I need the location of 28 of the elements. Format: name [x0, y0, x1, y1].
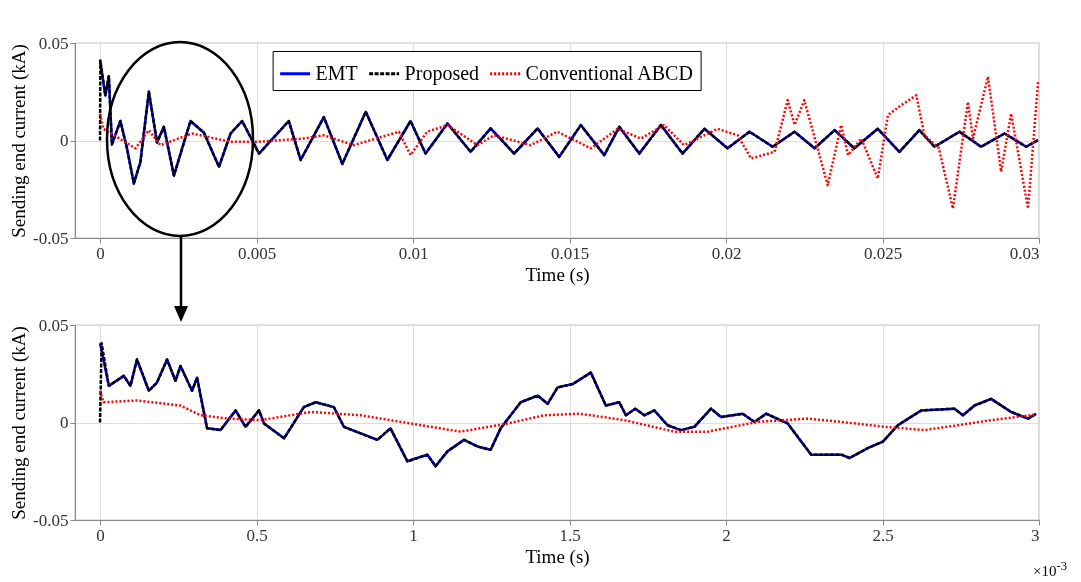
x-axis-title: Time (s)	[525, 263, 590, 286]
y-tick-label: -0.05	[33, 228, 69, 248]
y-tick-label: 0.05	[38, 315, 69, 335]
y-tick-label: 0	[60, 131, 69, 150]
legend-label: EMT	[315, 61, 358, 84]
x-tick-label: 1	[409, 525, 418, 545]
x-axis-title: Time (s)	[525, 545, 590, 568]
y-axis-title: Sending end current (kA)	[8, 44, 31, 238]
x-tick-label: 2	[722, 525, 731, 545]
y-tick-label: 0	[60, 413, 69, 432]
x-tick-label: 0	[96, 243, 105, 263]
x-tick-label: 2.5	[872, 525, 894, 545]
x-tick-label: 0.015	[550, 243, 590, 263]
x-tick-label: 0	[96, 525, 105, 545]
x-tick-label: 3	[1031, 525, 1040, 545]
legend-label: Conventional ABCD	[525, 61, 693, 84]
x-tick-label: 0.025	[863, 243, 903, 263]
legend-label: Proposed	[404, 61, 480, 85]
y-tick-label: 0.05	[38, 33, 69, 53]
x-tick-label: 0.03	[1009, 243, 1040, 263]
y-tick-label: -0.05	[33, 510, 69, 530]
x-tick-label: 1.5	[559, 525, 581, 545]
x-tick-label: 0.02	[711, 243, 742, 263]
text: ×10$^{-3}$	[1033, 559, 1067, 580]
y-axis-title: Sending end current (kA)	[8, 326, 31, 520]
x-tick-label: 0.01	[398, 243, 429, 263]
x-tick-label: 0.005	[237, 243, 277, 263]
x-tick-label: 0.5	[246, 525, 268, 545]
